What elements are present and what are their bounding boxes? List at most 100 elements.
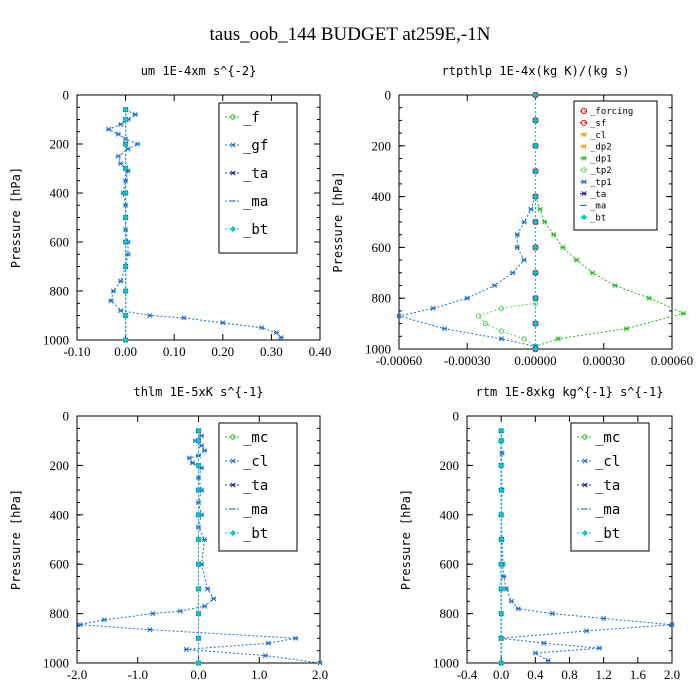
data-point xyxy=(122,106,129,113)
legend-label: _ma xyxy=(243,194,268,210)
data-point xyxy=(498,487,505,494)
data-point xyxy=(582,434,588,440)
data-point xyxy=(189,460,195,466)
y-tick-label: 200 xyxy=(372,138,392,153)
data-point xyxy=(77,622,83,628)
data-point xyxy=(147,312,153,319)
data-point xyxy=(230,170,236,176)
data-point xyxy=(555,336,561,342)
data-point xyxy=(195,635,202,642)
data-point xyxy=(195,511,202,518)
data-point xyxy=(198,443,205,449)
data-point xyxy=(528,206,534,212)
data-point xyxy=(514,232,520,238)
data-point xyxy=(521,219,527,225)
data-point xyxy=(581,167,587,173)
data-point xyxy=(195,610,202,617)
legend: _mc _cl _ta _ma _bt xyxy=(570,422,650,552)
data-point xyxy=(195,427,202,434)
y-tick-label: 600 xyxy=(50,557,70,572)
legend-label: _bt xyxy=(243,222,268,238)
legend-label: _ma xyxy=(595,502,620,518)
data-point xyxy=(582,482,588,488)
data-point xyxy=(122,165,129,172)
data-point xyxy=(508,598,514,604)
legend-label: _mc xyxy=(243,430,268,446)
data-point xyxy=(501,573,507,580)
data-point xyxy=(230,226,236,232)
series-bt xyxy=(195,427,202,666)
data-point xyxy=(262,653,268,659)
data-point xyxy=(118,278,124,284)
data-point xyxy=(551,232,557,238)
data-point xyxy=(545,657,551,664)
y-axis-label: Pressure [hPa] xyxy=(399,489,413,590)
legend-box xyxy=(218,422,298,552)
data-point xyxy=(532,295,539,302)
page-title: taus_oob_144 BUDGET at259E,-1N xyxy=(210,24,491,45)
data-point xyxy=(273,330,279,336)
data-point xyxy=(115,153,121,159)
legend-label: _dp1 xyxy=(590,154,612,164)
x-tick-label: 2.0 xyxy=(312,667,328,682)
x-tick-label: 0.4 xyxy=(527,667,544,682)
data-point xyxy=(475,313,482,319)
y-tick-label: 600 xyxy=(50,235,70,250)
y-axis-label: Pressure [hPa] xyxy=(9,167,23,268)
data-point xyxy=(464,295,470,301)
y-axis-label: Pressure [hPa] xyxy=(9,489,23,590)
data-point xyxy=(537,206,543,212)
y-tick-label: 1000 xyxy=(433,656,459,671)
x-tick-label: -1.0 xyxy=(127,667,148,682)
data-point xyxy=(177,608,183,614)
data-point xyxy=(584,628,590,634)
legend-label: _ta xyxy=(243,166,268,182)
data-point xyxy=(123,178,129,184)
data-point xyxy=(195,561,202,568)
data-point xyxy=(498,427,505,434)
data-point xyxy=(183,646,189,652)
data-point xyxy=(498,305,505,312)
y-tick-label: 0 xyxy=(385,88,392,103)
data-point xyxy=(230,530,236,536)
legend-label: _gf xyxy=(243,138,268,154)
legend-label: _tp1 xyxy=(590,178,612,188)
data-point xyxy=(515,606,521,612)
data-point xyxy=(122,214,129,221)
series-bt xyxy=(498,427,505,666)
data-point xyxy=(430,305,436,311)
x-tick-label: 0.40 xyxy=(309,344,332,359)
x-tick-label: -0.00060 xyxy=(376,353,423,368)
data-point xyxy=(669,622,675,628)
y-tick-label: 400 xyxy=(50,186,70,201)
data-point xyxy=(510,270,516,276)
data-point xyxy=(498,561,505,568)
data-point xyxy=(521,257,527,263)
y-tick-label: 1000 xyxy=(43,333,69,348)
y-tick-label: 0 xyxy=(63,88,70,103)
data-point xyxy=(498,536,505,543)
data-point xyxy=(118,308,124,314)
data-point xyxy=(230,142,236,148)
data-point xyxy=(532,244,539,251)
data-point xyxy=(580,107,588,115)
data-point xyxy=(150,611,156,617)
data-point xyxy=(122,263,129,270)
data-point xyxy=(541,640,547,646)
x-tick-label: 0.00 xyxy=(114,344,137,359)
x-tick-label: 1.0 xyxy=(251,667,267,682)
data-point xyxy=(122,288,129,294)
y-tick-label: 1000 xyxy=(43,656,69,671)
y-tick-label: 800 xyxy=(440,606,460,621)
x-tick-label: -0.4 xyxy=(457,667,478,682)
series-bt xyxy=(122,106,129,343)
data-point xyxy=(589,270,595,276)
chart-title: thlm 1E-5xK s^{-1} xyxy=(133,385,263,399)
data-point xyxy=(122,190,129,196)
y-tick-label: 600 xyxy=(372,240,392,255)
data-point xyxy=(498,610,505,617)
data-point xyxy=(441,326,448,332)
legend-box xyxy=(570,422,650,552)
x-tick-label: 0.20 xyxy=(211,344,234,359)
series-line xyxy=(477,302,536,347)
